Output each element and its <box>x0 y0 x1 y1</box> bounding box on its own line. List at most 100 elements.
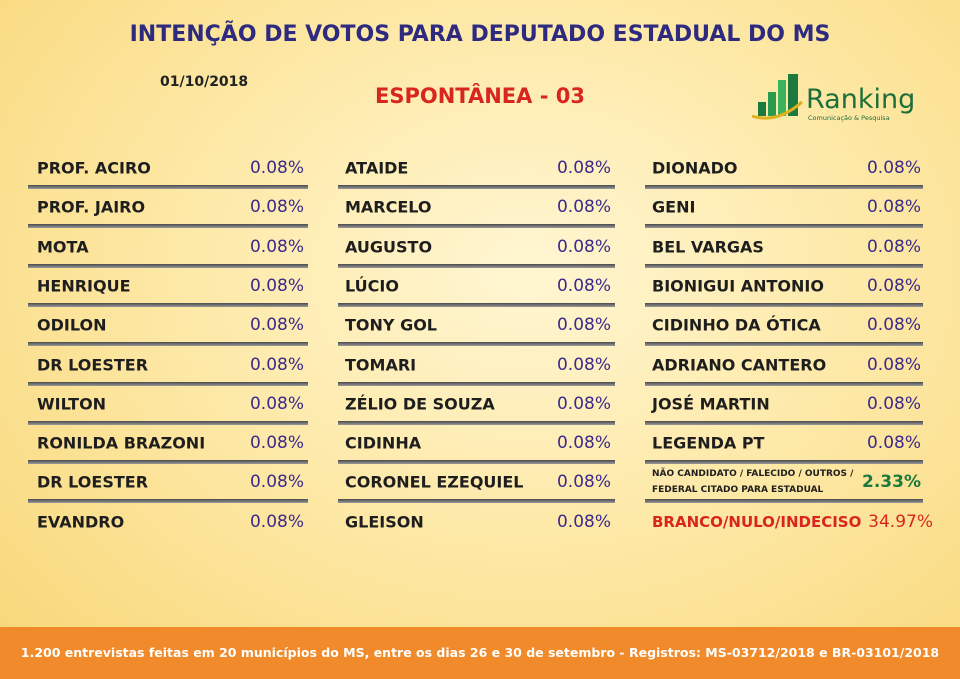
row-label: MOTA <box>37 237 89 257</box>
row-value: 0.08% <box>556 511 611 532</box>
row-value: 0.08% <box>556 354 611 375</box>
row-label: LÚCIO <box>345 276 399 296</box>
row-label: CORONEL EZEQUIEL <box>345 472 524 492</box>
separator <box>28 263 308 268</box>
row-label: ZÉLIO DE SOUZA <box>345 394 495 414</box>
footer: 1.200 entrevistas feitas em 20 município… <box>0 627 960 679</box>
row-value: 0.08% <box>556 472 611 493</box>
separator <box>645 342 923 347</box>
logo-tagline: Comunicação & Pesquisa <box>808 114 890 122</box>
row-value: 34.97% <box>868 511 933 532</box>
row-label: ODILON <box>37 315 107 335</box>
separator <box>645 263 923 268</box>
row-label: PROF. ACIRO <box>37 158 151 178</box>
separator <box>645 460 923 465</box>
row-label: CIDINHA <box>345 433 422 453</box>
separator <box>645 420 923 425</box>
row-label: AUGUSTO <box>345 237 433 257</box>
row-value: 0.08% <box>866 433 921 454</box>
row-value: 0.08% <box>556 197 611 218</box>
row-label: JOSÉ MARTIN <box>652 394 770 414</box>
logo: Ranking Comunicação & Pesquisa <box>752 74 915 122</box>
separator <box>338 224 615 229</box>
row-value: 0.08% <box>556 433 611 454</box>
row-value: 0.08% <box>249 472 304 493</box>
row-value: 0.08% <box>249 393 304 414</box>
row-label: CIDINHO DA ÓTICA <box>652 315 821 335</box>
row-label: GENI <box>652 197 696 217</box>
logo-bar <box>778 80 786 116</box>
row-label: GLEISON <box>345 512 424 532</box>
row-label-line: NÃO CANDIDATO / FALECIDO / OUTROS / <box>652 469 854 480</box>
separator <box>338 420 615 425</box>
row-value: 0.08% <box>556 236 611 257</box>
row-value: 2.33% <box>862 472 921 493</box>
separator <box>28 302 308 307</box>
row-value: 0.08% <box>556 315 611 336</box>
row-label: HENRIQUE <box>37 276 131 296</box>
separator <box>28 420 308 425</box>
row-value: 0.08% <box>866 158 921 178</box>
row-label: LEGENDA PT <box>652 433 765 453</box>
row-value: 0.08% <box>556 275 611 296</box>
separator <box>338 185 615 189</box>
row-value: 0.08% <box>866 236 921 257</box>
row-label: RONILDA BRAZONI <box>37 433 206 453</box>
row-value: 0.08% <box>556 393 611 414</box>
logo-swoosh <box>752 100 803 120</box>
separator <box>28 381 308 386</box>
separator <box>28 460 308 465</box>
row-value: 0.08% <box>249 354 304 375</box>
separator <box>645 185 923 189</box>
separator <box>338 381 615 386</box>
subtitle: ESPONTÂNEA - 03 <box>375 84 585 108</box>
logo-bar <box>758 102 766 116</box>
row-value: 0.08% <box>249 158 304 178</box>
row-label: NÃO CANDIDATO / FALECIDO / OUTROS / FEDER… <box>652 466 853 498</box>
row-value: 0.08% <box>866 315 921 336</box>
row-label: MARCELO <box>345 197 432 217</box>
row-value: 0.08% <box>866 275 921 296</box>
logo-bar <box>788 74 798 116</box>
separator <box>645 381 923 386</box>
title: INTENÇÃO DE VOTOS PARA DEPUTADO ESTADUAL… <box>129 22 831 47</box>
separator <box>28 342 308 347</box>
row-value: 0.08% <box>249 511 304 532</box>
row-label: BIONIGUI ANTONIO <box>652 276 824 296</box>
row-value: 0.08% <box>249 197 304 218</box>
row-label: BRANCO/NULO/INDECISO <box>652 512 862 531</box>
row-label: WILTON <box>37 394 107 414</box>
row-label: DR LOESTER <box>37 472 149 492</box>
row-value: 0.08% <box>866 393 921 414</box>
separator <box>645 224 923 229</box>
date: 01/10/2018 <box>160 74 249 90</box>
row-value: 0.08% <box>249 433 304 454</box>
separator <box>338 342 615 347</box>
row-label: EVANDRO <box>37 512 125 532</box>
row-value: 0.08% <box>249 275 304 296</box>
row-label: BEL VARGAS <box>652 237 764 257</box>
separator <box>28 224 308 229</box>
separator <box>28 185 308 189</box>
separator <box>338 302 615 307</box>
row-label: ADRIANO CANTERO <box>652 355 827 374</box>
row-label: DR LOESTER <box>37 355 149 374</box>
row-value: 0.08% <box>249 236 304 257</box>
separator <box>338 263 615 268</box>
row-label-line: FEDERAL CITADO PARA ESTADUAL <box>652 485 824 496</box>
separator <box>28 499 308 504</box>
separator <box>338 499 615 504</box>
row-label: TONY GOL <box>345 315 437 335</box>
row-label: TOMARI <box>345 355 417 374</box>
row-value: 0.08% <box>866 197 921 218</box>
row-label: PROF. JAIRO <box>37 197 146 217</box>
separator <box>338 460 615 465</box>
logo-name: Ranking <box>806 84 915 115</box>
separator <box>645 499 923 504</box>
row-value: 0.08% <box>249 315 304 336</box>
row-value: 0.08% <box>866 354 921 375</box>
row-label: ATAIDE <box>345 158 409 178</box>
row-label: DIONADO <box>652 158 738 178</box>
logo-bar <box>768 92 776 116</box>
